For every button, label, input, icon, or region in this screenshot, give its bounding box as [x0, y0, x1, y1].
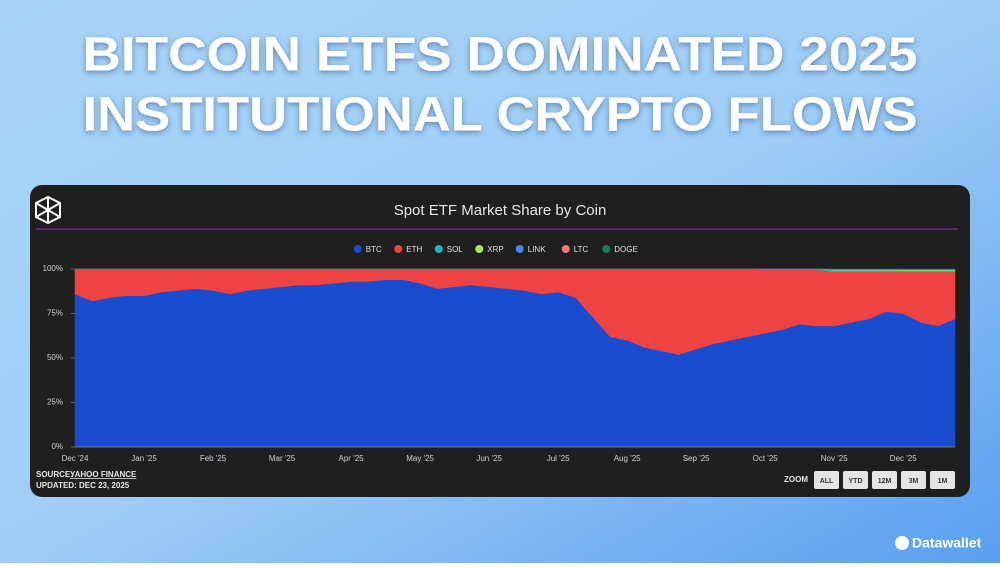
zoom-button-label: 3M: [909, 478, 919, 485]
legend-label: XRP: [487, 245, 503, 254]
zoom-button[interactable]: ALL: [814, 471, 839, 489]
legend-item[interactable]: XRP: [475, 245, 503, 254]
legend-label: SOL: [447, 245, 464, 254]
legend-label: ETH: [406, 245, 422, 254]
x-tick-label: Oct '25: [753, 454, 779, 463]
legend-swatch: [562, 245, 570, 253]
legend-label: BTC: [366, 245, 382, 254]
zoom-button-label: 12M: [878, 478, 892, 485]
chart-title: Spot ETF Market Share by Coin: [394, 202, 607, 219]
zoom-label: ZOOM: [784, 475, 808, 484]
x-tick-label: Mar '25: [269, 454, 296, 463]
brand-name: Datawallet: [912, 535, 982, 551]
zoom-button-label: ALL: [820, 478, 834, 485]
legend-swatch: [475, 245, 483, 253]
source-label: SOURCE:: [36, 470, 73, 479]
zoom-button[interactable]: 3M: [901, 471, 926, 489]
legend-swatch: [394, 245, 402, 253]
x-tick-label: Dec '24: [62, 454, 89, 463]
x-tick-label: Apr '25: [339, 454, 365, 463]
legend-item[interactable]: SOL: [435, 245, 464, 254]
legend-label: DOGE: [614, 245, 638, 254]
headline: BITCOIN ETFS DOMINATED 2025: [83, 29, 918, 82]
x-tick-label: Nov '25: [821, 454, 848, 463]
legend-item[interactable]: LINK: [516, 245, 546, 254]
x-tick-label: Feb '25: [200, 454, 227, 463]
x-tick-label: Jul '25: [547, 454, 570, 463]
legend-swatch: [602, 245, 610, 253]
zoom-button[interactable]: 12M: [872, 471, 897, 489]
y-tick-label: 25%: [47, 398, 63, 407]
y-tick-label: 100%: [43, 264, 63, 273]
x-tick-label: Jan '25: [131, 454, 157, 463]
y-tick-label: 0%: [51, 442, 63, 451]
x-tick-label: Sep '25: [683, 454, 710, 463]
legend-swatch: [354, 245, 362, 253]
updated-date: UPDATED: DEC 23, 2025: [36, 481, 130, 490]
y-tick-label: 75%: [47, 309, 63, 318]
headline: INSTITUTIONAL CRYPTO FLOWS: [83, 89, 918, 142]
legend-swatch: [516, 245, 524, 253]
x-tick-label: May '25: [406, 454, 434, 463]
zoom-button[interactable]: 1M: [930, 471, 955, 489]
legend-item[interactable]: ETH: [394, 245, 422, 254]
legend-item[interactable]: BTC: [354, 245, 382, 254]
legend-item[interactable]: DOGE: [602, 245, 638, 254]
legend-swatch: [435, 245, 443, 253]
zoom-button-label: YTD: [849, 478, 863, 485]
x-tick-label: Jun '25: [476, 454, 502, 463]
legend-label: LINK: [528, 245, 546, 254]
x-tick-label: Aug '25: [614, 454, 641, 463]
source-link[interactable]: YAHOO FINANCE: [70, 470, 137, 479]
zoom-button[interactable]: YTD: [843, 471, 868, 489]
legend-label: LTC: [574, 245, 589, 254]
zoom-button-label: 1M: [938, 478, 948, 485]
y-tick-label: 50%: [47, 353, 63, 362]
x-tick-label: Dec '25: [890, 454, 917, 463]
legend-item[interactable]: LTC: [562, 245, 589, 254]
